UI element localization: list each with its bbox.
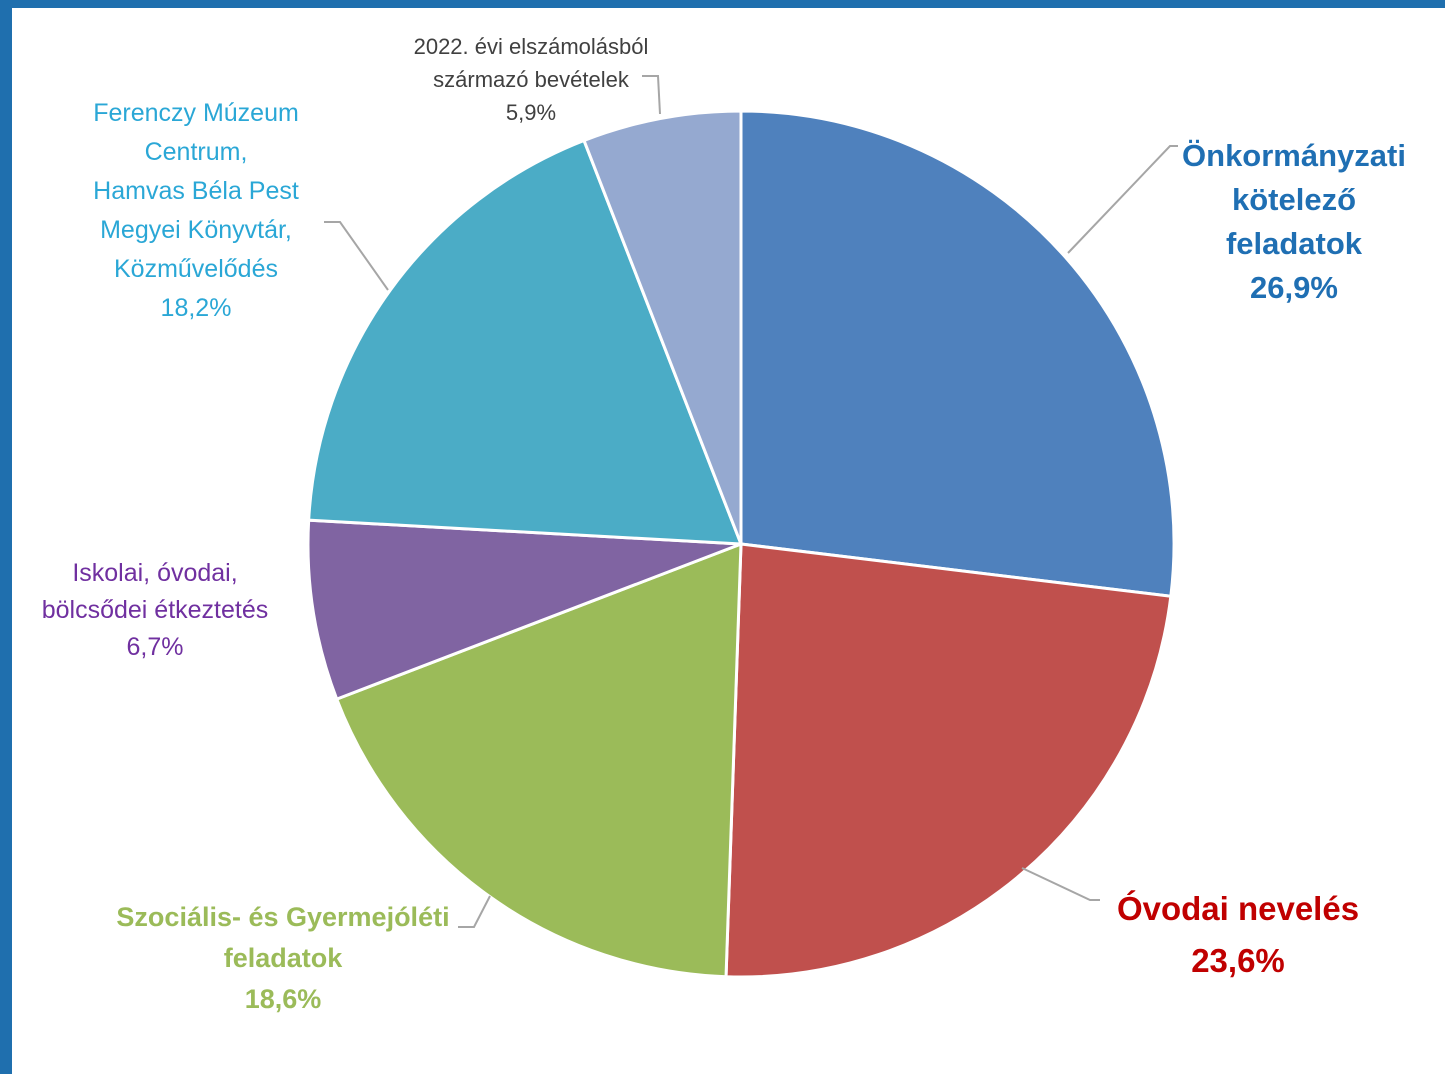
data-label-line: Közművelődés [114,255,278,283]
pie-slice [306,518,742,702]
data-label-value: 18,6% [245,984,322,1014]
data-label: Óvodai nevelés 23,6% [1117,890,1359,979]
data-label-value: 6,7% [127,633,184,661]
leader-line [458,895,491,928]
data-label-line: Iskolai, óvodai, [72,559,237,587]
data-label-line: származó bevételek [433,67,630,92]
data-label-line: feladatok [1226,226,1363,261]
data-label-line: Ferenczy Múzeum [93,99,299,127]
data-label-value: 23,6% [1191,942,1285,979]
data-label-line: Hamvas Béla Pest [93,177,299,205]
pie-chart: Önkormányzati kötelező feladatok 26,9% Óvoda… [42,34,1406,1014]
data-label-value: 5,9% [506,100,556,125]
pie-slice [582,109,743,545]
pie-slice [739,109,1176,598]
pie-slice [724,542,1173,979]
data-label-line: 2022. évi elszámolásból [414,34,649,59]
leader-line [1067,145,1178,254]
chart-frame: Önkormányzati kötelező feladatok 26,9% Óvoda… [12,8,1445,1074]
leader-line [324,221,389,291]
data-label: 2022. évi elszámolásból származó bevétele… [414,34,649,125]
data-label: Ferenczy Múzeum Centrum, Hamvas Béla Pest M… [93,99,299,322]
data-label-line: Megyei Könyvtár, [100,216,292,244]
leader-line [642,75,661,115]
data-label-line: bölcsődei étkeztetés [42,596,269,624]
data-label-line: Óvodai nevelés [1117,890,1359,927]
data-label-value: 18,2% [161,294,232,322]
data-label: Önkormányzati kötelező feladatok 26,9% [1182,138,1406,305]
data-label-line: Szociális- és Gyermejóléti [116,902,449,932]
pie-slice [307,138,744,546]
data-label-value: 26,9% [1250,270,1338,305]
data-label: Iskolai, óvodai, bölcsődei étkeztetés 6,7% [42,559,269,661]
leader-line [1021,867,1100,901]
data-label-line: Centrum, [145,138,248,166]
data-label-line: Önkormányzati [1182,138,1406,173]
data-label-line: kötelező [1232,182,1356,217]
data-label-line: feladatok [224,943,344,973]
data-label: Szociális- és Gyermejóléti feladatok 18,6% [116,902,449,1014]
